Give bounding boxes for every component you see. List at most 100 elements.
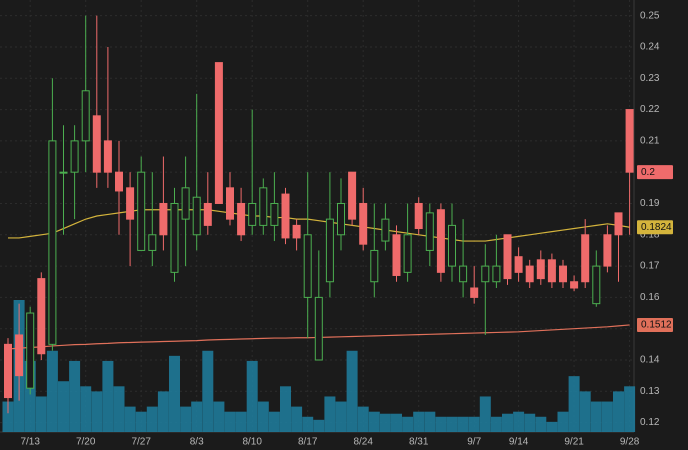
candle-body	[303, 234, 312, 298]
candle-body	[115, 171, 123, 192]
volume-bar	[302, 416, 314, 432]
volume-bar	[590, 401, 602, 432]
volume-bar	[513, 411, 525, 432]
y-tick-label: 0.16	[640, 292, 660, 303]
volume-bar	[135, 411, 147, 432]
candle-body	[547, 259, 556, 283]
candle-body	[203, 202, 212, 226]
volume-bar	[235, 411, 247, 432]
candle-body	[148, 234, 157, 251]
volume-bar	[557, 411, 569, 432]
candle-body	[414, 202, 423, 230]
candle-body	[559, 265, 567, 283]
y-tick-label: 0.18	[640, 229, 660, 240]
candle-body	[192, 196, 201, 236]
candle-body	[248, 202, 257, 226]
candle-body	[325, 218, 334, 283]
volume-bar	[524, 413, 536, 432]
price-tag-label: 0.2	[641, 167, 655, 178]
x-tick-label: 8/24	[353, 437, 373, 448]
candle-body	[581, 234, 590, 283]
volume-bar	[568, 376, 580, 432]
candle-body	[4, 343, 12, 399]
candle-body	[381, 218, 390, 242]
volume-bar	[357, 406, 369, 432]
candle-body	[403, 234, 412, 273]
volume-bar	[601, 401, 613, 432]
candle-body	[70, 140, 79, 173]
y-tick-label: 0.12	[640, 417, 660, 428]
volume-bar	[24, 360, 36, 432]
candle-body	[570, 281, 579, 289]
y-tick-label: 0.14	[640, 355, 660, 366]
candle-body	[348, 171, 357, 220]
moving-average-line	[8, 209, 630, 242]
x-tick-label: 8/17	[298, 437, 318, 448]
x-tick-label: 8/10	[242, 437, 262, 448]
y-tick-label: 0.22	[640, 104, 660, 115]
volume-bar	[80, 386, 92, 432]
volume-bar	[113, 386, 125, 432]
volume-bar	[324, 396, 336, 432]
volume-bar	[2, 401, 14, 432]
x-tick-label: 9/7	[467, 437, 481, 448]
candle-body	[359, 202, 368, 245]
candle-body	[314, 296, 323, 361]
candle-body	[48, 140, 57, 345]
candle-body	[170, 202, 179, 273]
price-tag	[637, 165, 673, 180]
volume-bar	[535, 416, 547, 432]
volume-bar	[257, 401, 269, 432]
volume-bar	[391, 413, 402, 432]
price-tag	[637, 317, 673, 332]
candle-body	[26, 312, 35, 389]
volume-bar	[46, 350, 58, 432]
volume-bar	[124, 406, 136, 432]
volume-bar	[35, 396, 47, 432]
candle-body	[259, 187, 268, 226]
volume-bar	[58, 381, 69, 432]
candle-body	[470, 287, 479, 298]
volume-bar	[479, 396, 491, 432]
volume-bar	[268, 411, 280, 432]
volume-bar	[202, 350, 214, 432]
volume-bar	[402, 416, 414, 432]
volume-bar	[368, 411, 380, 432]
candle-body	[292, 224, 301, 239]
y-tick-label: 0.21	[640, 136, 660, 147]
candle-body	[15, 334, 24, 377]
candle-body	[525, 265, 534, 283]
volume-bar	[102, 360, 114, 432]
candle-body	[481, 265, 490, 283]
volume-bar	[457, 416, 469, 432]
candle-body	[159, 202, 168, 236]
price-tag-label: 0.1512	[641, 320, 672, 331]
candle-body	[237, 202, 246, 236]
x-tick-label: 8/31	[409, 437, 429, 448]
volume-bar	[346, 350, 358, 432]
candle-body	[392, 234, 401, 276]
volume-bar	[146, 406, 158, 432]
candle-body	[603, 234, 612, 267]
volume-bar	[424, 411, 436, 432]
volume-bar	[435, 416, 447, 432]
x-tick-label: 7/13	[20, 437, 40, 448]
x-tick-label: 7/27	[131, 437, 151, 448]
candle-body	[459, 265, 468, 283]
volume-bar	[624, 386, 636, 432]
volume-bar	[335, 401, 347, 432]
price-tag-label: 0.1824	[641, 222, 672, 233]
x-tick-label: 7/20	[76, 437, 96, 448]
x-tick-label: 8/3	[190, 437, 204, 448]
volume-bar	[191, 401, 203, 432]
candle-body	[281, 193, 290, 239]
candle-body	[448, 224, 456, 267]
candle-body	[226, 187, 234, 220]
volume-bar	[502, 413, 513, 432]
candle-body	[425, 212, 434, 251]
candle-body	[492, 265, 501, 283]
volume-bar	[446, 416, 458, 432]
volume-bar	[280, 386, 291, 432]
volume-bar	[246, 360, 258, 432]
volume-bar	[379, 413, 391, 432]
